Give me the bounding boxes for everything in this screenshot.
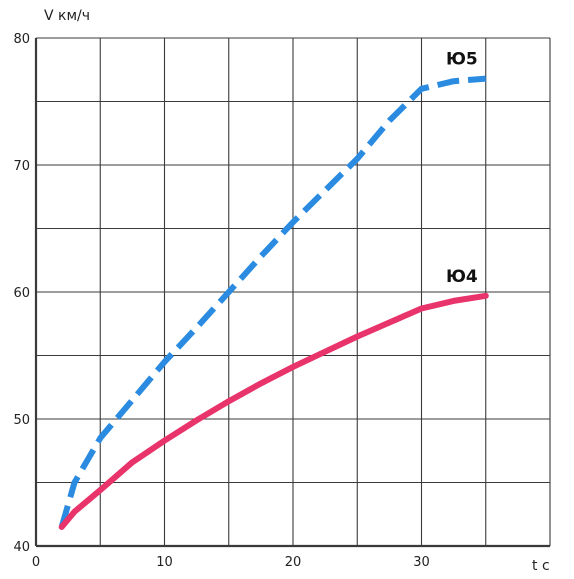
y-tick-label: 80: [13, 32, 30, 47]
x-tick-label: 0: [32, 555, 40, 570]
y-tick-label: 60: [13, 286, 30, 301]
y-tick-label: 70: [13, 159, 30, 174]
series-layer: Ю5 Ю4: [58, 50, 489, 530]
series-line-1: [58, 75, 487, 528]
y-axis-label: V км/ч: [44, 8, 90, 24]
y-tick-label: 50: [13, 413, 30, 428]
series-line-2: [58, 292, 489, 530]
x-tick-label: 10: [156, 555, 173, 570]
grid: [34, 37, 551, 548]
series-label-1: Ю5: [446, 50, 478, 70]
y-tick-label: 40: [13, 540, 30, 555]
x-axis-label: t c: [532, 558, 550, 574]
x-tick-label: 30: [413, 555, 430, 570]
tick-labels: 0 10 20 30 40 50 60 70 80: [13, 32, 429, 570]
x-tick-label: 20: [285, 555, 302, 570]
series-label-2: Ю4: [446, 267, 478, 287]
